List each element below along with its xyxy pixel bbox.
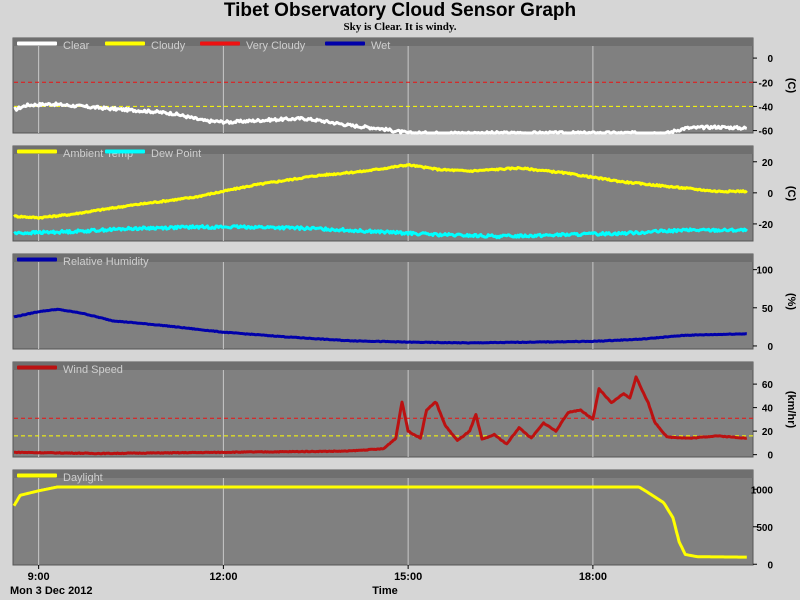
y-tick-label: -20 <box>759 78 774 89</box>
y-tick-label: 500 <box>756 523 773 534</box>
panel-relative_humidity: 100 50 0 (%) Relative Humidity <box>12 253 797 353</box>
y-axis-unit: (C) <box>785 186 797 202</box>
plot-frame <box>12 37 754 134</box>
y-tick-label: -20 <box>759 220 774 231</box>
series-line-ambient-temp <box>13 163 748 220</box>
legend-swatch <box>105 41 145 46</box>
y-tick-label: 20 <box>762 158 774 169</box>
chart-subtitle: Sky is Clear. It is windy. <box>343 21 457 33</box>
x-tick-label: 15:00 <box>394 571 422 583</box>
legend-bar <box>13 254 753 262</box>
legend-bar <box>13 146 753 154</box>
plot-frame <box>12 145 754 242</box>
panel-temperatures: 200-20(C)Ambient Temp Dew Point <box>12 145 797 242</box>
y-tick-label: 0 <box>767 451 773 462</box>
legend-swatch <box>200 41 240 46</box>
panel-sky_temperature: 0 -20 -40 -60 (C) Clear Cloudy Very Cloudy Wet <box>12 37 797 138</box>
chart-title: Tibet Observatory Cloud Sensor Graph <box>223 0 577 21</box>
y-tick-label: 40 <box>762 404 774 415</box>
series-line-daylight <box>12 485 748 559</box>
legend-swatch <box>17 365 57 370</box>
date-label: Mon 3 Dec 2012 <box>10 585 93 597</box>
series-line-wind-speed <box>13 375 748 456</box>
y-tick-label: 0 <box>767 54 773 65</box>
legend-label: Dew Point <box>151 148 201 160</box>
y-axis-unit: (C) <box>785 78 797 94</box>
legend-bar <box>13 362 753 370</box>
y-tick-label: 20 <box>762 427 774 438</box>
legend-label: Relative Humidity <box>63 256 149 268</box>
legend-bar <box>13 38 753 46</box>
y-tick-label: 100 <box>756 266 773 277</box>
legend-bar <box>13 470 753 478</box>
y-tick-label: 50 <box>762 304 774 315</box>
legend-label: Wind Speed <box>63 364 123 376</box>
y-tick-label: -60 <box>759 127 774 138</box>
plot-frame <box>12 469 754 566</box>
y-tick-label: 60 <box>762 380 774 391</box>
y-tick-label: 0 <box>767 560 773 571</box>
series-line-relative-humidity <box>13 307 748 345</box>
x-tick-label: 18:00 <box>579 571 607 583</box>
legend-swatch <box>17 41 57 46</box>
legend-label: Daylight <box>63 472 103 484</box>
series-line-sky-temp <box>13 101 748 135</box>
y-axis-unit: (km/hr) <box>785 391 797 429</box>
legend-swatch <box>17 473 57 478</box>
plot-frame <box>12 253 754 350</box>
series-line-dew-point <box>13 224 748 240</box>
y-tick-label: -40 <box>759 102 774 113</box>
panel-daylight: 1000 500 0 Daylight <box>12 469 774 571</box>
y-axis-unit: (%) <box>785 293 797 310</box>
x-tick-label: 9:00 <box>28 571 50 583</box>
legend-swatch <box>325 41 365 46</box>
legend-swatch <box>17 257 57 262</box>
legend-swatch <box>17 149 57 154</box>
y-tick-label: 1000 <box>751 485 774 496</box>
x-axis-title: Time <box>372 585 397 597</box>
panel-wind_speed: 60 40 20 0 (km/hr) Wind Speed <box>12 361 797 462</box>
legend-label: Wet <box>371 40 390 52</box>
legend-swatch <box>105 149 145 154</box>
legend-label: Very Cloudy <box>246 40 306 52</box>
plot-frame <box>12 361 754 458</box>
x-tick-label: 12:00 <box>209 571 237 583</box>
y-tick-label: 0 <box>767 342 773 353</box>
legend-label: Cloudy <box>151 40 186 52</box>
y-tick-label: 0 <box>767 189 773 200</box>
legend-label: Clear <box>63 40 90 52</box>
